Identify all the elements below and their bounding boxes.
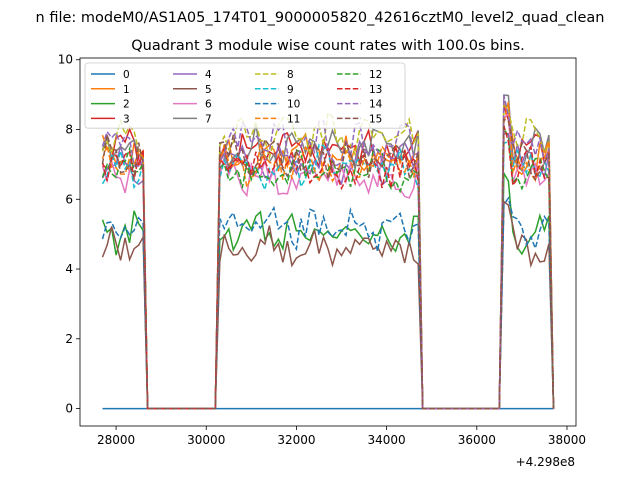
legend-label-1: 1 (123, 84, 130, 96)
y-axis: 0 2 4 6 8 10 (58, 53, 80, 416)
legend-label-2: 2 (123, 99, 130, 111)
x-tick-label: 32000 (277, 433, 315, 447)
legend-label-8: 8 (287, 69, 294, 81)
legend-frame (84, 62, 406, 129)
axes-spines (79, 57, 577, 427)
figure-suptitle: n file: modeM0/AS1A05_174T01_9000005820_… (36, 10, 605, 26)
chart-title: Quadrant 3 module wise count rates with … (131, 38, 525, 54)
series-line-14 (101, 95, 555, 410)
legend-label-9: 9 (287, 84, 294, 96)
y-tick-label: 8 (65, 123, 73, 137)
legend-label-3: 3 (123, 113, 130, 125)
y-tick-label: 4 (65, 262, 73, 276)
legend-label-0: 0 (123, 69, 130, 81)
legend-label-6: 6 (205, 99, 212, 111)
legend-label-13: 13 (369, 84, 382, 96)
series-line-15 (101, 118, 555, 410)
series-layer (101, 94, 555, 410)
y-tick-label: 2 (65, 332, 73, 346)
x-axis: 28000 30000 32000 34000 36000 38000 (97, 426, 586, 447)
x-tick-label: 34000 (368, 433, 406, 447)
y-tick-label: 10 (58, 53, 73, 67)
legend-label-14: 14 (369, 99, 383, 111)
legend-label-5: 5 (205, 84, 212, 96)
legend-label-15: 15 (369, 113, 382, 125)
legend-label-4: 4 (205, 69, 212, 81)
legend-label-7: 7 (205, 113, 212, 125)
legend-label-10: 10 (287, 99, 300, 111)
x-offset-label: +4.298e8 (516, 455, 575, 469)
x-tick-label: 30000 (187, 433, 225, 447)
x-tick-label: 36000 (458, 433, 496, 447)
x-tick-label: 38000 (548, 433, 586, 447)
legend-label-11: 11 (287, 113, 300, 125)
x-tick-label: 28000 (97, 433, 135, 447)
y-tick-label: 0 (65, 402, 73, 416)
y-tick-label: 6 (65, 192, 73, 206)
legend-label-12: 12 (369, 69, 382, 81)
